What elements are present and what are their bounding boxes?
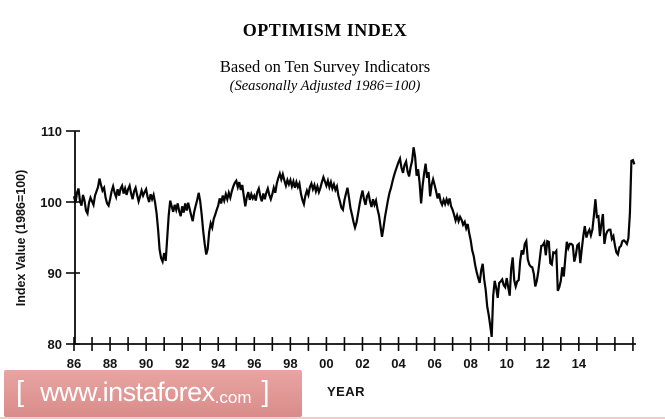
x-tick-label: 14 xyxy=(572,356,587,371)
y-axis-title: Index Value (1986=100) xyxy=(14,169,28,307)
x-tick-label: 08 xyxy=(463,356,477,371)
y-tick-label: 90 xyxy=(48,266,62,281)
y-tick-label: 110 xyxy=(41,124,62,139)
x-tick-label: 88 xyxy=(103,356,117,371)
x-tick-label: 86 xyxy=(67,356,81,371)
chart-header: OPTIMISM INDEX Based on Ten Survey Indic… xyxy=(0,0,650,95)
x-tick-label: 94 xyxy=(211,356,226,371)
x-tick-label: 10 xyxy=(499,356,513,371)
x-tick-label: 00 xyxy=(319,356,333,371)
x-tick-label: 06 xyxy=(427,356,441,371)
x-tick-label: 12 xyxy=(536,356,550,371)
watermark-bottom-strip xyxy=(0,417,665,419)
chart-subtitle: Based on Ten Survey Indicators xyxy=(219,57,431,76)
y-tick-label: 80 xyxy=(48,337,62,352)
x-tick-label: 90 xyxy=(139,356,153,371)
x-tick-label: 98 xyxy=(283,356,297,371)
watermark-url: www.instaforex xyxy=(40,377,215,407)
y-tick-label: 100 xyxy=(40,195,62,210)
x-tick-label: 02 xyxy=(355,356,369,371)
watermark-bracket-left: [ xyxy=(16,375,25,408)
optimism-index-series xyxy=(72,147,636,338)
watermark-url-suffix: .com xyxy=(214,388,252,407)
watermark-banner: [ www.instaforex .com ] xyxy=(4,370,302,417)
x-tick-label: 92 xyxy=(175,356,189,371)
chart-title: OPTIMISM INDEX xyxy=(242,20,408,40)
x-tick-label: 04 xyxy=(391,356,406,371)
x-axis-title: YEAR xyxy=(326,384,366,399)
chart-subtitle-note: (Seasonally Adjusted 1986=100) xyxy=(229,78,421,94)
x-tick-label: 96 xyxy=(247,356,261,371)
watermark-bracket-right: ] xyxy=(261,375,270,408)
